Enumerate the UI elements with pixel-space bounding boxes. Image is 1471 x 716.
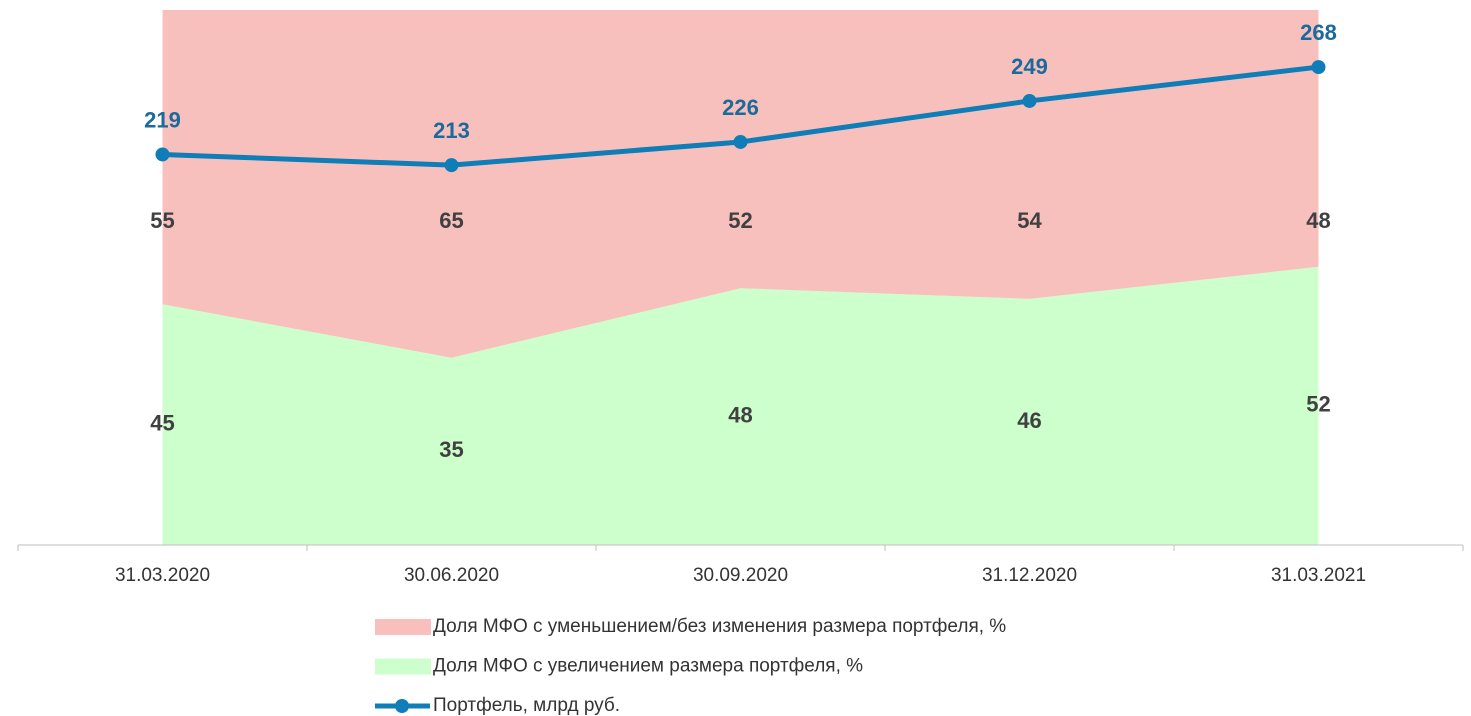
data-label: 52 — [1306, 392, 1330, 417]
data-label: 268 — [1300, 20, 1337, 45]
x-tick-label: 31.12.2020 — [982, 565, 1077, 586]
data-label: 55 — [150, 208, 174, 233]
line-marker — [1022, 93, 1037, 108]
legend-swatch — [375, 619, 431, 635]
data-label: 249 — [1011, 54, 1048, 79]
line-marker — [1311, 60, 1326, 75]
legend-swatch — [395, 699, 409, 713]
data-label: 213 — [433, 118, 470, 143]
data-label: 45 — [150, 410, 174, 435]
x-tick-label: 30.09.2020 — [693, 565, 788, 586]
line-marker — [733, 134, 748, 149]
legend-label: Портфель, млрд руб. — [433, 695, 620, 716]
data-label: 52 — [728, 208, 752, 233]
area — [162, 266, 1319, 545]
data-label: 48 — [728, 402, 752, 427]
data-label: 65 — [439, 208, 463, 233]
x-tick-label: 31.03.2020 — [115, 565, 210, 586]
legend-label: Доля МФО с уменьшением/без изменения раз… — [433, 616, 1006, 637]
x-tick-label: 30.06.2020 — [404, 565, 499, 586]
data-label: 219 — [144, 107, 181, 132]
line-marker — [155, 147, 170, 162]
data-label: 226 — [722, 95, 759, 120]
data-label: 46 — [1017, 408, 1041, 433]
line-marker — [444, 158, 459, 173]
data-label: 54 — [1017, 208, 1042, 233]
data-label: 35 — [439, 437, 463, 462]
x-tick-label: 31.03.2021 — [1271, 565, 1366, 586]
data-label: 48 — [1306, 208, 1330, 233]
legend-swatch — [375, 658, 431, 675]
legend-label: Доля МФО с увеличением размера портфеля,… — [433, 656, 863, 677]
